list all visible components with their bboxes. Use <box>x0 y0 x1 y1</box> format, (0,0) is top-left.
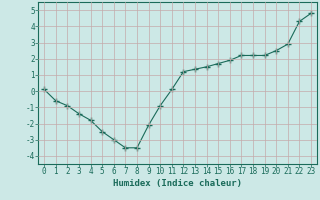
X-axis label: Humidex (Indice chaleur): Humidex (Indice chaleur) <box>113 179 242 188</box>
